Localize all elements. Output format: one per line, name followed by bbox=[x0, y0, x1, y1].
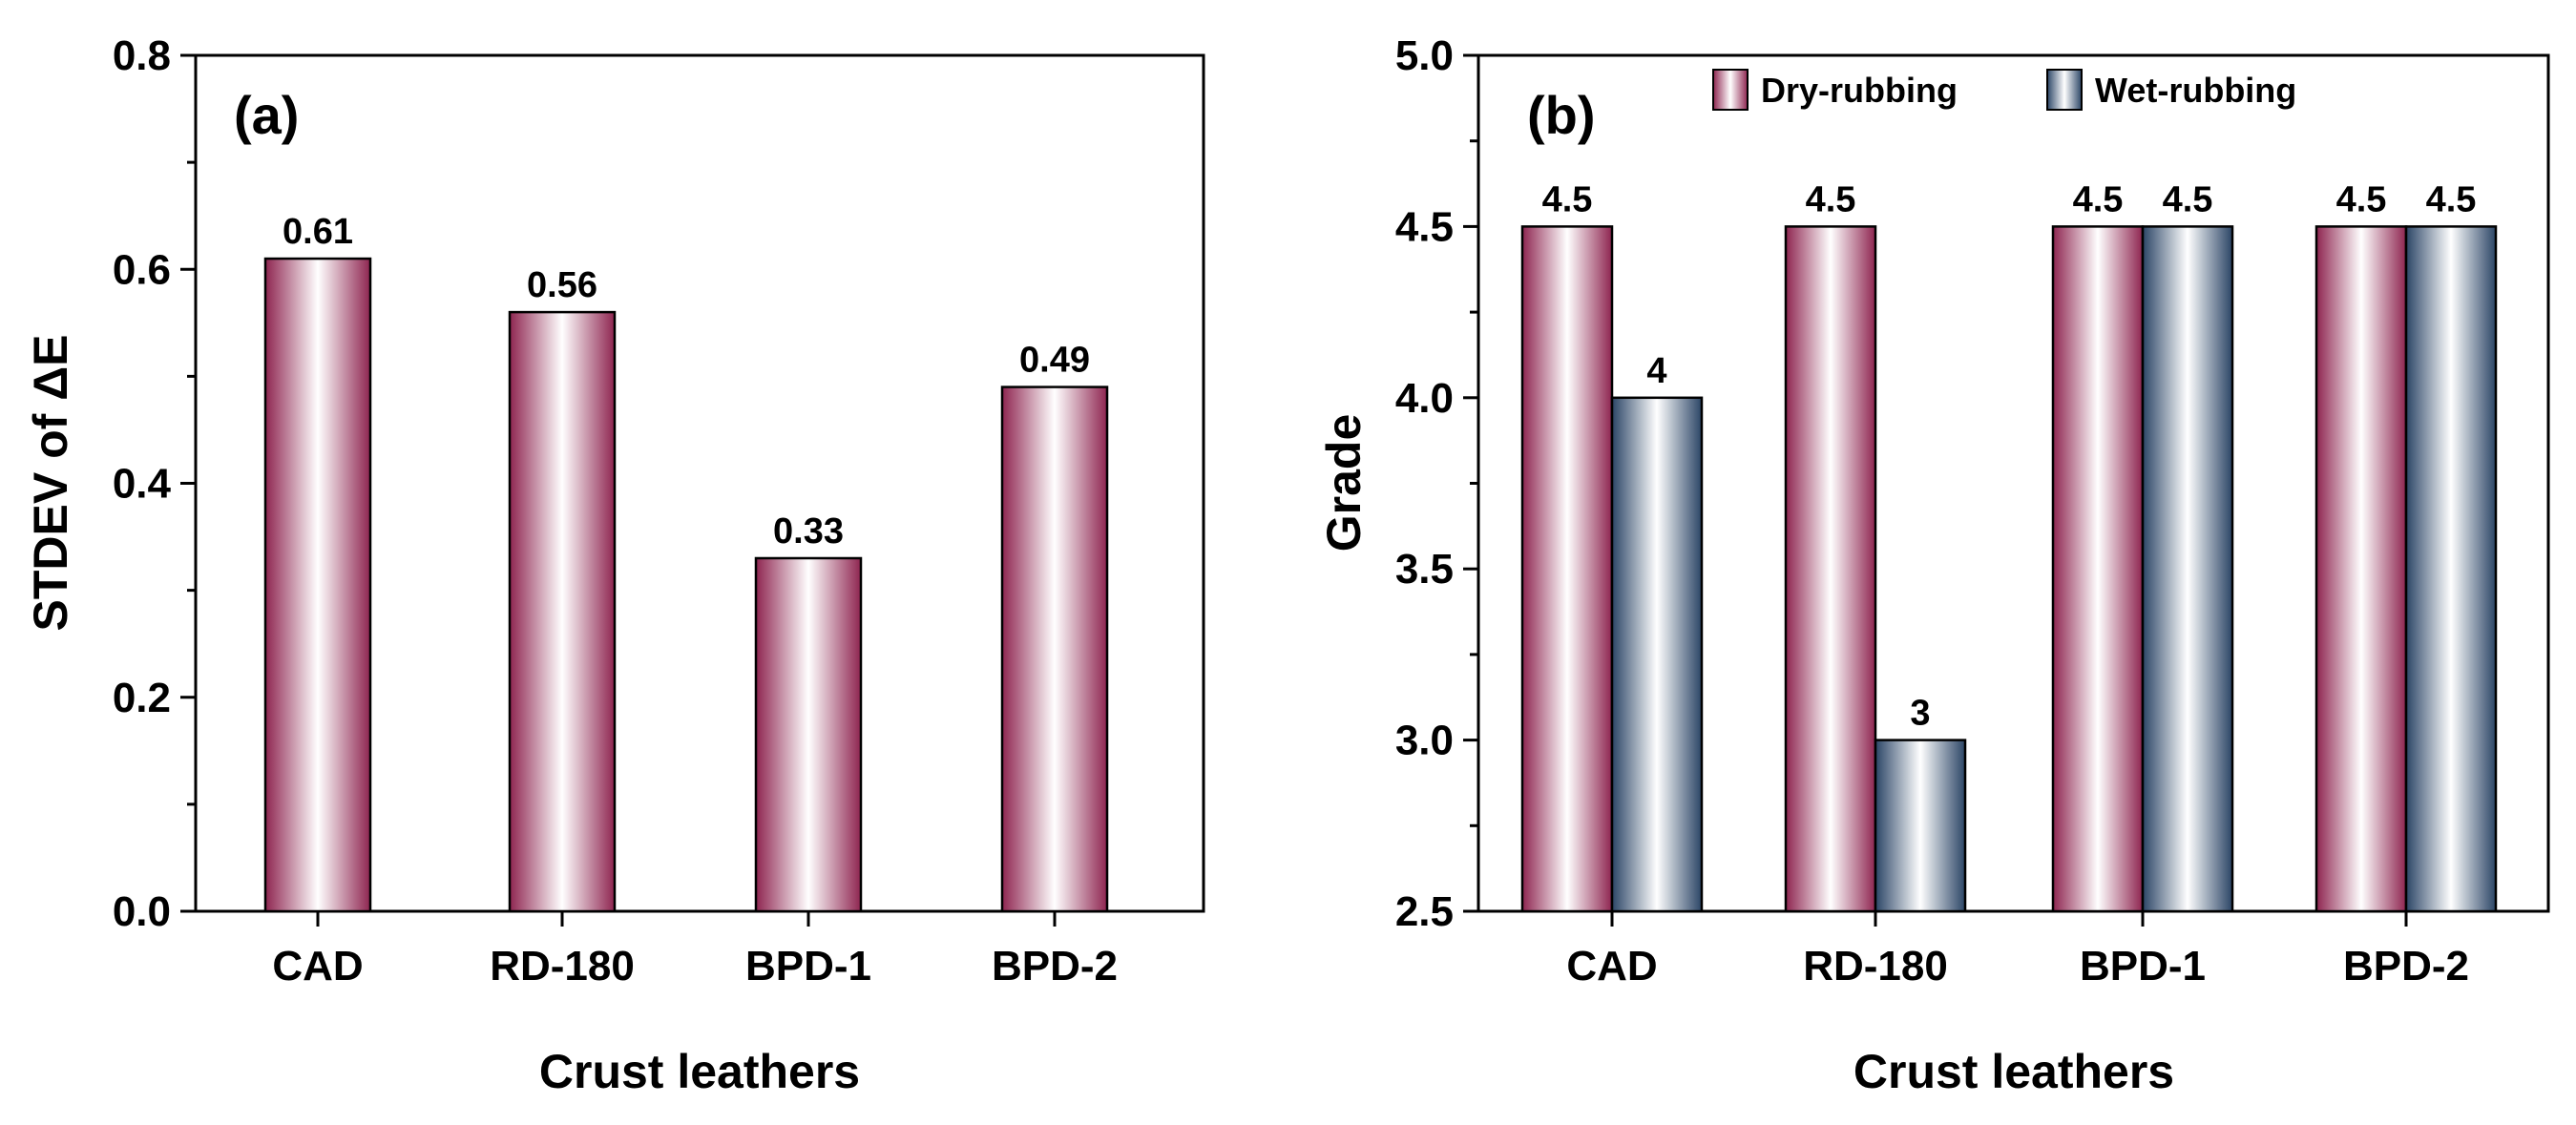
y-tick-label: 3.0 bbox=[1395, 718, 1454, 764]
legend-label-wet-rubbing: Wet-rubbing bbox=[2095, 71, 2296, 110]
data-label: 4.5 bbox=[1542, 179, 1593, 219]
panel-a-y-axis: 0.0 0.2 0.4 0.6 0.8 bbox=[113, 32, 196, 935]
data-label: 4.5 bbox=[1806, 179, 1856, 219]
panel-b-x-axis: CAD RD-180 BPD-1 BPD-2 bbox=[1566, 911, 2469, 990]
data-label: 0.49 bbox=[1019, 341, 1090, 381]
bar-stdev-of-e-cad bbox=[263, 257, 372, 913]
y-tick-label: 0.4 bbox=[113, 461, 172, 508]
y-tick-label: 0.6 bbox=[113, 246, 171, 293]
data-label: 3 bbox=[1910, 694, 1930, 734]
x-tick-label: RD-180 bbox=[490, 943, 635, 990]
panel-a-x-axis: CAD RD-180 BPD-1 BPD-2 bbox=[272, 911, 1118, 990]
data-label: 4 bbox=[1646, 351, 1666, 391]
bar-wet-rubbing-cad bbox=[1610, 396, 1704, 913]
data-label: 4.5 bbox=[2073, 179, 2124, 219]
panel-b-x-axis-title: Crust leathers bbox=[1853, 1045, 2174, 1098]
y-tick-label: 5.0 bbox=[1395, 32, 1454, 79]
y-tick-label: 3.5 bbox=[1395, 546, 1454, 593]
x-tick-label: BPD-2 bbox=[2343, 943, 2469, 990]
bar-dry-rubbing-bpd-2 bbox=[2314, 225, 2408, 913]
x-tick-label: CAD bbox=[272, 943, 363, 990]
panel-b-y-axis-title: Grade bbox=[1317, 414, 1371, 552]
panel-b-bars: 4.5 4.5 4.5 4.5 4 3 4.5 4.5 bbox=[1520, 179, 2498, 913]
legend-swatch-dry-rubbing bbox=[1712, 69, 1749, 111]
panel-b-y-axis: 2.5 3.0 3.5 4.0 4.5 5.0 bbox=[1395, 32, 1478, 935]
bar-wet-rubbing-bpd-1 bbox=[2141, 225, 2234, 913]
bar-stdev-of-e-bpd-2 bbox=[1000, 385, 1109, 913]
bar-stdev-of-e-bpd-1 bbox=[754, 556, 863, 913]
bar-wet-rubbing-rd-180 bbox=[1874, 739, 1967, 913]
panel-a-y-axis-title: STDEV of ΔE bbox=[24, 335, 77, 632]
data-label: 0.33 bbox=[773, 511, 844, 552]
y-tick-label: 0.2 bbox=[113, 675, 171, 721]
x-tick-label: CAD bbox=[1566, 943, 1657, 990]
x-tick-label: BPD-1 bbox=[745, 943, 871, 990]
panel-a-x-axis-title: Crust leathers bbox=[539, 1045, 860, 1098]
data-label: 0.56 bbox=[527, 265, 597, 305]
panel-b-label: (b) bbox=[1527, 85, 1596, 145]
bar-dry-rubbing-bpd-1 bbox=[2051, 225, 2145, 913]
x-tick-label: RD-180 bbox=[1803, 943, 1948, 990]
panel-b-legend: Dry-rubbing Wet-rubbing bbox=[1712, 69, 2296, 111]
bar-dry-rubbing-rd-180 bbox=[1784, 225, 1877, 913]
data-label: 4.5 bbox=[2426, 179, 2477, 219]
panel-a-bars: 0.61 0.56 0.33 0.49 bbox=[263, 212, 1109, 913]
x-tick-label: BPD-1 bbox=[2080, 943, 2206, 990]
bar-dry-rubbing-cad bbox=[1520, 225, 1614, 913]
bar-wet-rubbing-bpd-2 bbox=[2404, 225, 2498, 913]
y-tick-label: 0.8 bbox=[113, 32, 171, 79]
y-tick-label: 4.0 bbox=[1395, 375, 1454, 422]
legend-swatch-wet-rubbing bbox=[2046, 69, 2083, 111]
data-label: 4.5 bbox=[2336, 179, 2387, 219]
y-tick-label: 2.5 bbox=[1395, 888, 1454, 935]
panel-a-chart: 0.61 0.56 0.33 0.49 0.0 0.2 0.4 0.6 0.8 CAD RD-1… bbox=[24, 32, 1205, 1098]
panel-a-label: (a) bbox=[234, 85, 299, 145]
data-label: 0.61 bbox=[283, 212, 353, 252]
y-tick-label: 0.0 bbox=[113, 888, 171, 935]
data-label: 4.5 bbox=[2163, 179, 2213, 219]
y-tick-label: 4.5 bbox=[1395, 203, 1454, 250]
x-tick-label: BPD-2 bbox=[992, 943, 1118, 990]
legend-label-dry-rubbing: Dry-rubbing bbox=[1761, 71, 1958, 110]
bar-stdev-of-e-rd-180 bbox=[508, 310, 617, 913]
